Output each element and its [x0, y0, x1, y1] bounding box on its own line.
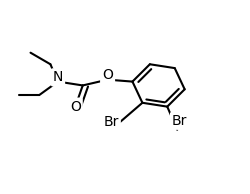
Text: Br: Br — [172, 114, 188, 128]
Text: N: N — [53, 70, 63, 84]
Text: O: O — [70, 100, 81, 114]
Text: O: O — [102, 68, 113, 82]
Text: Br: Br — [104, 115, 119, 129]
